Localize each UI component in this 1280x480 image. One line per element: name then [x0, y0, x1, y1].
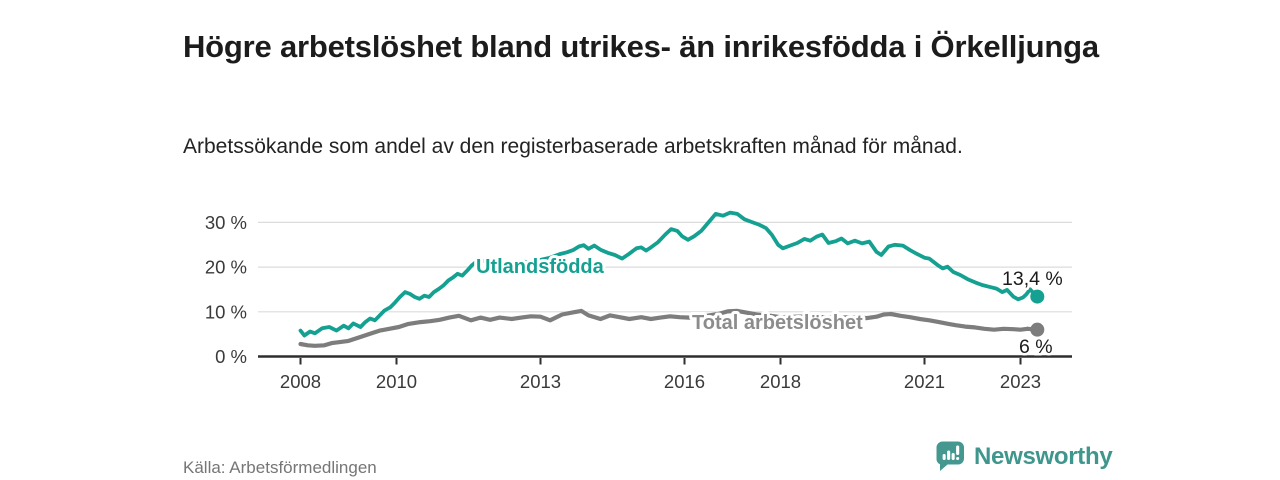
series-line-total — [298, 308, 1030, 348]
y-axis-tick-label: 10 % — [205, 301, 247, 322]
brand-footer: Newsworthy — [936, 441, 1113, 472]
series-end-dot — [1030, 289, 1045, 304]
series-end-value-label: 13,4 % — [1002, 268, 1063, 290]
series-end-value-label: 6 % — [1019, 336, 1053, 358]
x-axis-tick-label: 2016 — [664, 371, 705, 392]
y-axis-tick-label: 0 % — [215, 346, 247, 367]
x-axis-tick-label: 2013 — [520, 371, 561, 392]
x-axis-tick-label: 2018 — [760, 371, 801, 392]
y-axis-tick-label: 20 % — [205, 257, 247, 278]
brand-name: Newsworthy — [974, 442, 1113, 470]
x-axis-tick-label: 2010 — [376, 371, 417, 392]
series-end-dot — [1030, 322, 1045, 337]
series-label: Utlandsfödda — [476, 256, 605, 278]
newsworthy-logo-icon — [936, 441, 965, 472]
page-title: Högre arbetslöshet bland utrikes- än inr… — [183, 28, 1099, 64]
chart-subtitle: Arbetssökande som andel av den registerb… — [183, 135, 963, 158]
x-axis-tick-label: 2021 — [904, 371, 945, 392]
y-axis-tick-label: 30 % — [205, 212, 247, 233]
source-note: Källa: Arbetsförmedlingen — [183, 458, 377, 477]
series-line-utlandsfodda — [298, 210, 1032, 338]
series-label: Total arbetslöshet — [692, 312, 863, 334]
x-axis-tick-label: 2023 — [1000, 371, 1041, 392]
x-axis-tick-label: 2008 — [280, 371, 321, 392]
